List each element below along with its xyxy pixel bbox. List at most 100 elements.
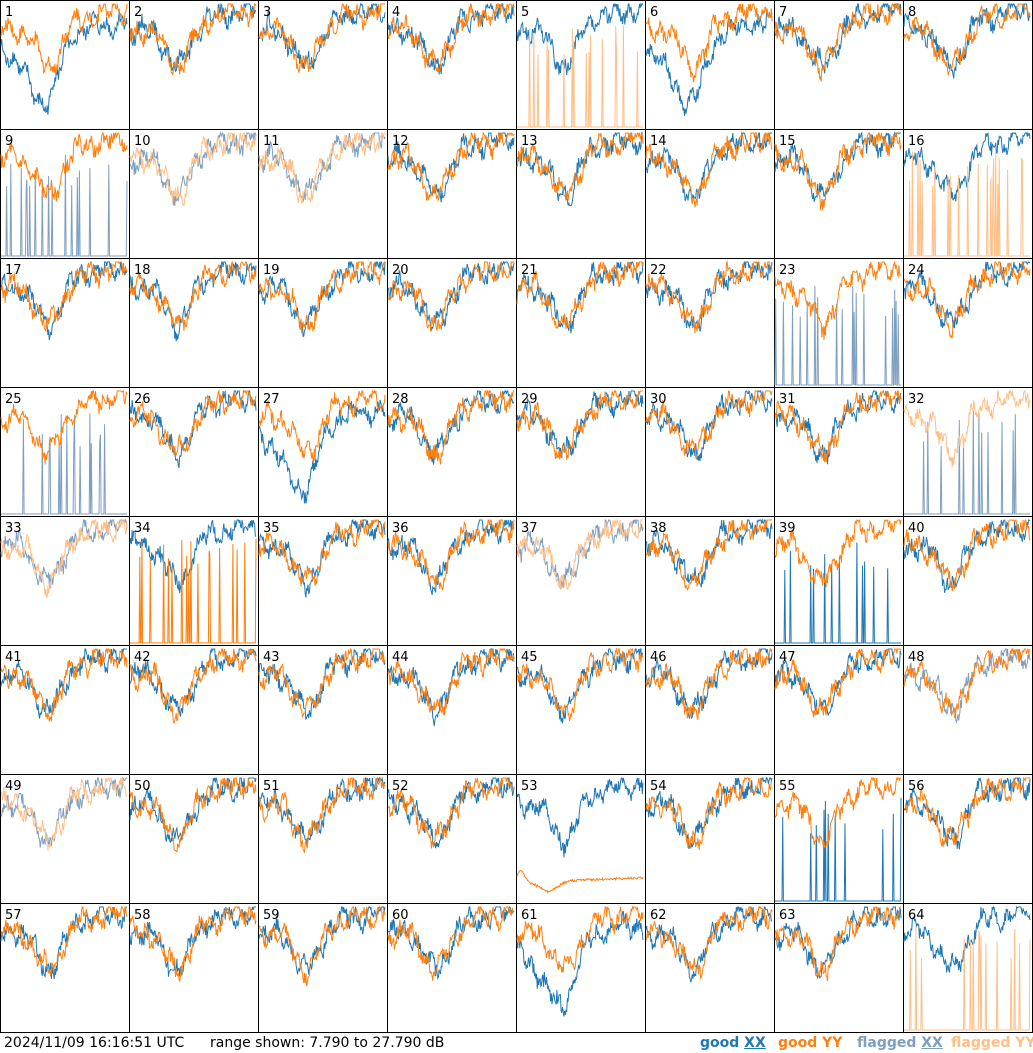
panel-frame — [129, 0, 259, 130]
panel-label: 5 — [521, 5, 529, 20]
panel-1: 1 — [0, 0, 130, 130]
series-yy — [0, 261, 128, 333]
panel-label: 14 — [650, 134, 667, 149]
panel-19: 19 — [258, 258, 388, 388]
panel-30: 30 — [645, 387, 775, 517]
panel-4: 4 — [387, 0, 517, 130]
panel-label: 34 — [134, 521, 151, 536]
legend: good XX good YY flagged XX flagged YY — [700, 1035, 1033, 1051]
series-xx — [775, 797, 902, 902]
panel-frame — [903, 0, 1033, 130]
series-yy — [258, 905, 386, 987]
panel-34: 34 — [129, 516, 259, 646]
panel-frame — [516, 774, 646, 904]
panel-18: 18 — [129, 258, 259, 388]
series-yy — [645, 777, 773, 850]
panel-label: 43 — [263, 650, 280, 665]
series-xx — [904, 410, 1030, 515]
panel-label: 40 — [908, 521, 925, 536]
panel-frame — [387, 645, 517, 775]
panel-38: 38 — [645, 516, 775, 646]
panel-frame — [903, 516, 1033, 646]
panel-label: 4 — [392, 5, 400, 20]
panel-44: 44 — [387, 645, 517, 775]
legend-flagged-yy: flagged YY — [951, 1035, 1033, 1051]
panel-label: 64 — [908, 908, 925, 923]
panel-label: 38 — [650, 521, 667, 536]
panel-23: 23 — [774, 258, 904, 388]
series-yy — [903, 2, 1031, 76]
series-xx — [516, 2, 643, 76]
series-xx — [387, 390, 515, 465]
panel-15: 15 — [774, 129, 904, 259]
panel-frame — [258, 516, 388, 646]
series-yy — [258, 518, 386, 587]
series-xx — [774, 390, 902, 465]
series-yy — [129, 260, 257, 331]
panel-label: 29 — [521, 392, 538, 407]
panel-frame — [387, 516, 517, 646]
panel-25: 25 — [0, 387, 130, 517]
panel-13: 13 — [516, 129, 646, 259]
series-xx — [0, 647, 127, 719]
panel-label: 31 — [779, 392, 796, 407]
series-yy — [387, 905, 515, 981]
legend-good-xx: good XX — [700, 1035, 766, 1051]
series-xx — [903, 131, 1031, 202]
panel-label: 47 — [779, 650, 796, 665]
panel-frame — [516, 0, 646, 130]
series-yy — [774, 2, 902, 82]
panel-49: 49 — [0, 774, 130, 904]
legend-good-yy: good YY — [778, 1035, 843, 1051]
series-yy — [645, 390, 773, 459]
panel-frame — [0, 516, 130, 646]
panel-label: 49 — [5, 779, 22, 794]
series-yy — [645, 648, 773, 720]
panel-label: 9 — [5, 134, 13, 149]
series-xx — [903, 261, 1031, 329]
series-yy — [387, 131, 515, 202]
series-yy — [774, 519, 902, 588]
panel-label: 52 — [392, 779, 409, 794]
panel-label: 3 — [263, 5, 271, 20]
panel-frame — [516, 258, 646, 388]
panel-frame — [0, 0, 130, 130]
series-xx — [129, 390, 257, 469]
panel-label: 33 — [5, 521, 22, 536]
panel-60: 60 — [387, 903, 517, 1033]
series-yy — [774, 906, 901, 982]
legend-flagged-xx-pol: XX — [921, 1035, 943, 1051]
series-yy — [387, 2, 515, 73]
series-yy — [774, 132, 902, 211]
series-xx — [1, 413, 127, 515]
panel-frame — [774, 903, 904, 1033]
panel-3: 3 — [258, 0, 388, 130]
panel-label: 18 — [134, 263, 151, 278]
panel-21: 21 — [516, 258, 646, 388]
panel-label: 22 — [650, 263, 667, 278]
series-yy — [774, 776, 902, 849]
panel-label: 8 — [908, 5, 916, 20]
panel-64: 64 — [903, 903, 1033, 1033]
panel-47: 47 — [774, 645, 904, 775]
series-yy — [645, 260, 773, 334]
panel-57: 57 — [0, 903, 130, 1033]
panel-label: 21 — [521, 263, 538, 278]
panel-frame — [0, 903, 130, 1033]
panel-26: 26 — [129, 387, 259, 517]
panel-9: 9 — [0, 129, 130, 259]
series-yy — [904, 776, 1030, 847]
range-readout: range shown: 7.790 to 27.790 dB — [210, 1035, 445, 1051]
series-yy — [0, 132, 128, 202]
panel-59: 59 — [258, 903, 388, 1033]
series-xx — [129, 519, 257, 594]
panel-43: 43 — [258, 645, 388, 775]
series-yy — [903, 260, 1031, 339]
panel-32: 32 — [903, 387, 1033, 517]
panel-55: 55 — [774, 774, 904, 904]
series-yy — [258, 777, 386, 853]
panel-label: 59 — [263, 908, 280, 923]
series-yy — [516, 905, 644, 973]
series-yy — [129, 648, 257, 725]
series-xx — [645, 389, 773, 462]
